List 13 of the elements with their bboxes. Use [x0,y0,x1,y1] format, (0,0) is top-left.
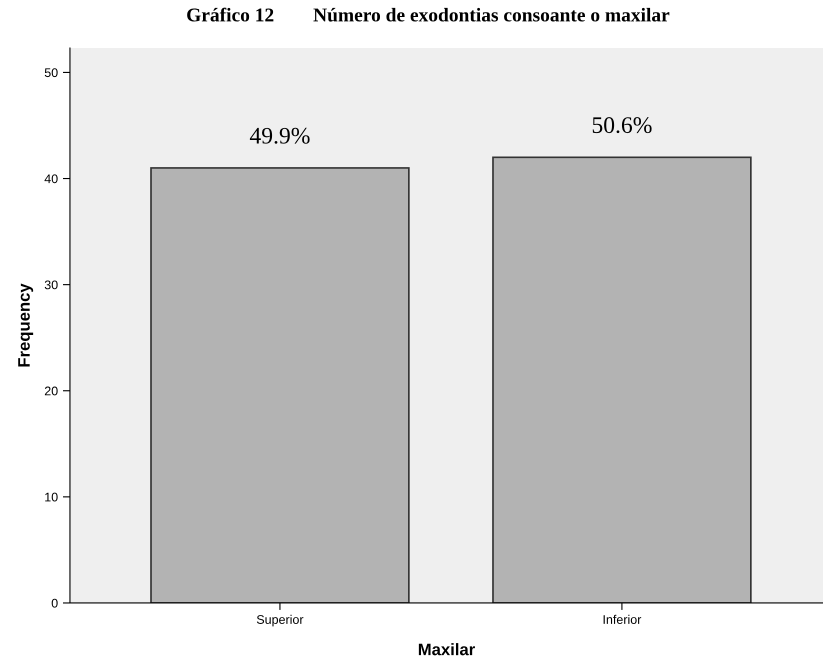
y-tick-label: 30 [44,280,58,290]
x-tick-label: Inferior [604,614,642,624]
y-tick-label: 40 [44,174,58,184]
annotation: 49.9% [250,128,310,144]
y-tick-label: 10 [45,492,58,502]
x-tick-label: Superior [256,614,304,626]
y-tick-label: 0 [52,598,58,608]
y-tick-label: 50 [44,68,58,78]
x-axis-title: Maxilar [418,643,475,656]
annotation: 50.6% [592,117,652,134]
y-tick-label: 20 [44,386,58,396]
chart-title: Gráfico 12 Número de exodontias consoante o maxilar [187,8,670,22]
y-axis-title: Frequency [18,283,34,367]
